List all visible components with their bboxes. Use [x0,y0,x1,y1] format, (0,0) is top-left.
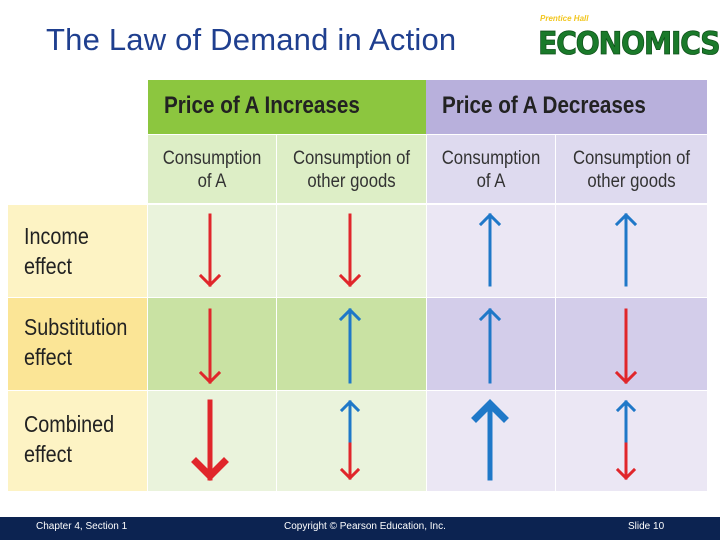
subheader-decrease-a: Consumption of A [427,135,555,203]
subheader-increase-other: Consumption of other goods [277,135,426,203]
header-decreases-label: Price of A Decreases [442,92,646,119]
arrow-r1-c3-down-arrow-icon [614,370,638,385]
economics-logo-text: ECONOMICS [538,26,720,63]
arrow-r1-c0-down-arrow-icon [198,370,222,385]
slide-title: The Law of Demand in Action [46,22,457,57]
arrow-r2-c2-up-arrow-icon [471,399,509,423]
arrow-r1-c2-up-arrow-icon [478,307,502,322]
arrow-r0-c3-up-arrow-icon [614,212,638,227]
header-decreases: Price of A Decreases [426,80,707,134]
subheader-decrease-a-label: Consumption of A [441,148,541,192]
arrow-r0-c2-up-arrow-icon [478,212,502,227]
arrow-r0-c1-down-arrow-icon [338,273,362,288]
row-label-income-text: Income effect [24,223,89,279]
subheader-increase-a: Consumption of A [148,135,276,203]
subheader-decrease-other-label: Consumption of other goods [572,148,691,192]
row-label-substitution-text: Substitution effect [24,314,128,370]
row-label-income: Income effect [8,205,147,297]
footer-slide-number: Slide 10 [628,521,665,532]
arrow-r2-c3-up-arrow-icon [615,399,637,413]
slide-footer: Chapter 4, Section 1 Copyright © Pearson… [0,517,720,540]
subheader-decrease-other: Consumption of other goods [556,135,707,203]
header-increases-label: Price of A Increases [164,92,360,119]
row-label-substitution: Substitution effect [8,298,147,390]
arrow-r2-c1-down-arrow-icon [339,467,361,481]
footer-chapter: Chapter 4, Section 1 [36,521,128,532]
footer-copyright: Copyright © Pearson Education, Inc. [284,521,446,532]
row-label-combined-text: Combined effect [24,411,115,467]
arrow-r2-c3-down-arrow-icon [615,467,637,481]
economics-logo: Prentice Hall ECONOMICS [538,14,720,64]
header-increases: Price of A Increases [148,80,426,134]
publisher-logo-text: Prentice Hall [540,14,589,23]
arrow-r2-c1-up-arrow-icon [339,399,361,413]
subheader-increase-a-label: Consumption of A [162,148,262,192]
cell-sub-inc-a [148,298,276,390]
subheader-increase-other-label: Consumption of other goods [292,148,411,192]
arrow-r1-c1-up-arrow-icon [338,307,362,322]
row-label-combined: Combined effect [8,391,147,491]
arrow-r0-c0-down-arrow-icon [198,273,222,288]
arrow-r2-c0-down-arrow-icon [191,457,229,481]
